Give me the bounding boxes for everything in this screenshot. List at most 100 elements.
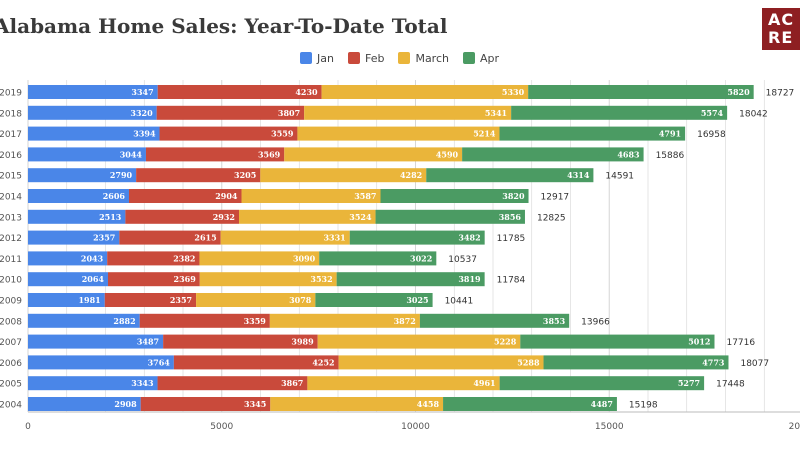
bar-value-label: 3989 xyxy=(291,337,314,347)
legend-label-feb: Feb xyxy=(364,51,385,65)
bar-value-label: 5288 xyxy=(517,357,540,367)
bar-segment-feb xyxy=(119,230,221,245)
bar-segment-march xyxy=(238,209,376,224)
bar-value-label: 3524 xyxy=(349,212,372,222)
bar-segment-jan xyxy=(28,126,160,141)
legend-swatch-apr xyxy=(463,52,475,64)
bar-value-label: 4487 xyxy=(591,399,613,409)
brand-logo: AC RE xyxy=(762,8,800,50)
bar-value-label: 3487 xyxy=(137,337,159,347)
bar-segment-apr xyxy=(528,85,754,99)
y-tick-label: 2010 xyxy=(0,276,22,286)
legend-label-jan: Jan xyxy=(317,51,334,65)
y-tick-label: 2009 xyxy=(0,297,22,307)
bar-segment-march xyxy=(260,168,427,183)
bar-segment-march xyxy=(269,313,420,328)
logo-line-1: AC xyxy=(768,10,795,29)
x-tick-label: 20000 xyxy=(789,422,800,432)
y-tick-label: 2008 xyxy=(0,317,22,327)
bar-segment-jan xyxy=(28,397,141,411)
y-tick-label: 2013 xyxy=(0,213,22,223)
legend-swatch-feb xyxy=(347,52,360,64)
bar-segment-jan xyxy=(28,251,108,266)
bar-segment-march xyxy=(317,334,521,349)
bar-segment-feb xyxy=(107,272,200,287)
bar-value-label: 3764 xyxy=(148,357,171,367)
bar-segment-jan xyxy=(28,209,126,224)
bar-value-label: 2357 xyxy=(93,233,115,243)
bar-value-label: 5820 xyxy=(727,87,750,97)
bar-segment-feb xyxy=(136,168,261,183)
bar-value-label: 2904 xyxy=(215,191,238,201)
bar-value-label: 5341 xyxy=(485,108,507,118)
bar-segment-feb xyxy=(128,189,242,203)
bar-value-label: 5228 xyxy=(494,337,517,347)
bar-value-label: 3345 xyxy=(244,399,266,409)
y-tick-label: 2011 xyxy=(0,255,22,265)
y-tick-label: 2004 xyxy=(0,401,22,411)
bar-segment-march xyxy=(338,355,544,370)
bar-value-label: 2043 xyxy=(81,253,104,263)
bar-segment-march xyxy=(220,230,350,245)
bar-total-label: 14591 xyxy=(605,172,634,182)
bar-segment-apr xyxy=(499,126,686,141)
bar-value-label: 4773 xyxy=(702,357,725,367)
bar-segment-jan xyxy=(28,85,158,99)
bar-value-label: 4252 xyxy=(312,357,334,367)
legend-item-march: March xyxy=(398,52,449,65)
bar-segment-feb xyxy=(157,376,308,391)
bar-total-label: 18727 xyxy=(766,89,795,99)
bar-total-label: 11784 xyxy=(497,276,526,286)
bar-value-label: 3482 xyxy=(458,233,480,243)
bar-value-label: 3853 xyxy=(543,316,566,326)
bar-value-label: 5277 xyxy=(678,378,700,388)
y-tick-label: 2019 xyxy=(0,89,22,99)
bar-value-label: 3359 xyxy=(244,316,267,326)
bar-segment-apr xyxy=(543,355,729,370)
bar-segment-feb xyxy=(125,209,239,224)
bar-segment-jan xyxy=(28,105,157,120)
bar-value-label: 2369 xyxy=(174,274,197,284)
bar-segment-feb xyxy=(157,85,322,99)
bar-value-label: 3559 xyxy=(271,129,294,139)
bar-segment-march xyxy=(270,397,444,411)
y-tick-label: 2016 xyxy=(0,151,22,161)
logo-line-2: RE xyxy=(768,28,794,47)
bar-total-label: 15198 xyxy=(629,401,658,411)
bar-value-label: 5214 xyxy=(473,129,496,139)
y-tick-label: 2005 xyxy=(0,380,22,390)
y-tick-label: 2014 xyxy=(0,193,22,203)
bar-segment-apr xyxy=(520,334,715,349)
legend-item-jan: Jan xyxy=(300,52,334,65)
bar-value-label: 4458 xyxy=(417,399,440,409)
bar-segment-feb xyxy=(156,105,305,120)
bar-value-label: 2882 xyxy=(113,316,135,326)
bar-value-label: 2357 xyxy=(170,295,192,305)
bar-value-label: 5574 xyxy=(701,108,724,118)
chart-title: Alabama Home Sales: Year-To-Date Total xyxy=(0,14,448,38)
legend-label-march: March xyxy=(415,51,449,65)
x-tick-label: 5000 xyxy=(210,422,233,432)
bar-value-label: 3872 xyxy=(394,316,416,326)
bar-segment-march xyxy=(196,293,316,307)
bar-value-label: 2615 xyxy=(194,233,216,243)
bar-value-label: 3569 xyxy=(258,149,281,159)
bar-value-label: 4282 xyxy=(400,170,422,180)
chart-legend: Jan Feb March Apr xyxy=(300,50,499,66)
x-tick-label: 15000 xyxy=(595,422,624,432)
bar-segment-feb xyxy=(145,147,285,162)
bar-value-label: 2064 xyxy=(82,274,105,284)
bar-segment-jan xyxy=(28,230,120,245)
bar-segment-apr xyxy=(511,105,728,120)
bar-total-label: 12825 xyxy=(537,213,566,223)
bar-segment-march xyxy=(297,126,500,141)
bar-value-label: 1981 xyxy=(78,295,100,305)
bar-segment-apr xyxy=(419,313,570,328)
bar-value-label: 4230 xyxy=(295,87,318,97)
bar-segment-apr xyxy=(375,209,525,224)
bar-total-label: 17448 xyxy=(716,380,745,390)
y-tick-label: 2018 xyxy=(0,109,22,119)
bar-total-label: 13966 xyxy=(581,317,610,327)
bar-segment-feb xyxy=(104,293,197,307)
legend-item-apr: Apr xyxy=(463,52,499,65)
